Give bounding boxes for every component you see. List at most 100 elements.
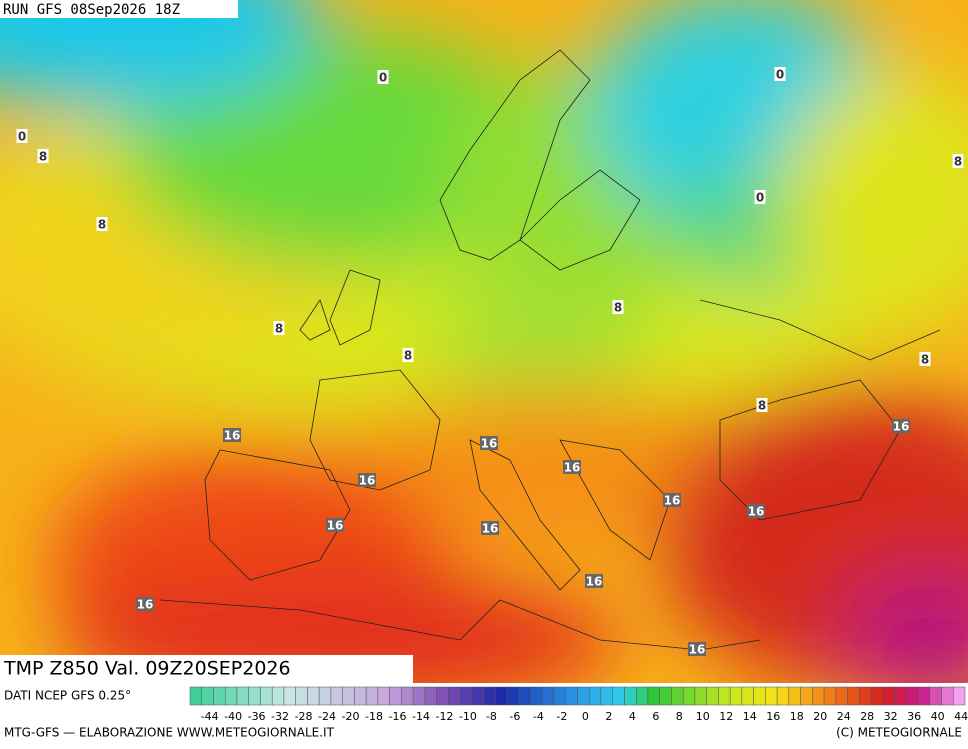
scale-swatch <box>718 686 731 706</box>
contour-label: 16 <box>481 437 498 451</box>
scale-swatch <box>624 686 637 706</box>
scale-tick-label: 20 <box>813 710 827 723</box>
contour-label-box <box>37 149 49 163</box>
contour-label: 8 <box>921 353 929 367</box>
scale-swatch <box>260 686 273 706</box>
scale-swatch <box>553 686 567 706</box>
scale-swatch <box>941 686 954 706</box>
contour-label-box <box>663 493 681 507</box>
contour-label-box <box>136 597 154 611</box>
scale-tick-label: 24 <box>837 710 851 723</box>
contour-label-box <box>756 398 768 412</box>
data-source: DATI NCEP GFS 0.25° <box>4 689 131 703</box>
contour-label: 16 <box>482 522 499 536</box>
coastlines <box>159 49 941 651</box>
scale-swatch <box>765 686 778 706</box>
scale-tick-label: 32 <box>884 710 898 723</box>
contour-label: 16 <box>748 505 765 519</box>
contour-label: 8 <box>39 150 47 164</box>
scale-swatch <box>189 686 202 706</box>
map-title: TMP Z850 Val. 09Z20SEP2026 <box>3 658 291 680</box>
scale-swatch <box>377 686 390 706</box>
temperature-field <box>0 0 968 683</box>
contour-label: 8 <box>614 301 622 315</box>
contour-label-box <box>919 352 931 366</box>
scale-tick-label: -40 <box>224 710 242 723</box>
scale-tick-label: -20 <box>342 710 360 723</box>
scale-swatch <box>882 686 895 706</box>
contour-label-box <box>688 642 706 656</box>
scale-tick-label: 28 <box>860 710 874 723</box>
scale-swatch <box>835 686 848 706</box>
scale-swatch <box>530 686 543 706</box>
scale-swatch <box>401 686 414 706</box>
contour-label: 8 <box>275 322 283 336</box>
scale-swatch <box>906 686 919 706</box>
scale-swatch <box>271 686 285 706</box>
scale-tick-label: -2 <box>556 710 567 723</box>
scale-swatch <box>542 686 555 706</box>
contour-label-box <box>377 70 389 84</box>
scale-tick-label: 12 <box>719 710 733 723</box>
scale-swatch <box>870 686 884 706</box>
scale-tick-label: -36 <box>248 710 266 723</box>
scale-swatch <box>812 686 825 706</box>
scale-swatch <box>330 686 343 706</box>
contour-label-box <box>326 518 344 532</box>
scale-swatch <box>283 686 296 706</box>
scale-swatch <box>389 686 402 706</box>
contour-label: 8 <box>404 349 412 363</box>
contour-label: 0 <box>379 71 387 85</box>
scale-swatch <box>577 686 590 706</box>
scale-tick-label: 18 <box>790 710 804 723</box>
scale-tick-label: -24 <box>318 710 336 723</box>
scale-swatch <box>753 686 766 706</box>
contour-label-box <box>481 521 499 535</box>
scale-swatch <box>248 686 261 706</box>
scale-swatch <box>588 686 602 706</box>
contour-label-box <box>585 574 603 588</box>
scale-swatch <box>201 686 214 706</box>
scale-swatch <box>565 686 578 706</box>
scale-swatch <box>635 686 649 706</box>
scale-swatch <box>354 686 367 706</box>
scale-swatch <box>729 686 743 706</box>
scale-swatch <box>800 686 813 706</box>
scale-swatch <box>694 686 707 706</box>
scale-tick-label: -28 <box>295 710 313 723</box>
scale-tick-label: -16 <box>389 710 407 723</box>
scale-swatch <box>612 686 625 706</box>
scale-swatch <box>929 686 942 706</box>
scale-tick-label: 16 <box>766 710 780 723</box>
contour-label: 16 <box>327 519 344 533</box>
contour-label-box <box>952 154 964 168</box>
contour-label: 16 <box>664 494 681 508</box>
scale-swatch <box>295 686 308 706</box>
scale-swatch <box>953 686 966 706</box>
scale-swatch <box>424 686 437 706</box>
scale-tick-label: -10 <box>459 710 477 723</box>
contour-label-box <box>16 129 28 143</box>
scale-tick-label: -12 <box>435 710 453 723</box>
scale-tick-label: -44 <box>201 710 219 723</box>
contour-label-box <box>273 321 285 335</box>
scale-swatch <box>236 686 249 706</box>
contour-label-box <box>96 217 108 231</box>
scale-swatch <box>847 686 860 706</box>
scale-swatch <box>365 686 379 706</box>
contour-label: 8 <box>758 399 766 413</box>
contour-label: 16 <box>586 575 603 589</box>
scale-swatch <box>483 686 496 706</box>
scale-swatch <box>459 686 473 706</box>
scale-swatch <box>647 686 660 706</box>
scale-tick-label: 2 <box>605 710 612 723</box>
contour-label: 16 <box>893 420 910 434</box>
scale-swatch <box>307 686 320 706</box>
scale-swatch <box>448 686 461 706</box>
contour-label: 0 <box>18 130 26 144</box>
scale-swatch <box>659 686 672 706</box>
color-scale: -44 -40 -36 -32 -28 -24 -20 -18 -16 -14 -12 -10 -8 -6… <box>189 686 968 723</box>
scale-swatch <box>600 686 613 706</box>
scale-tick-label: -18 <box>365 710 383 723</box>
